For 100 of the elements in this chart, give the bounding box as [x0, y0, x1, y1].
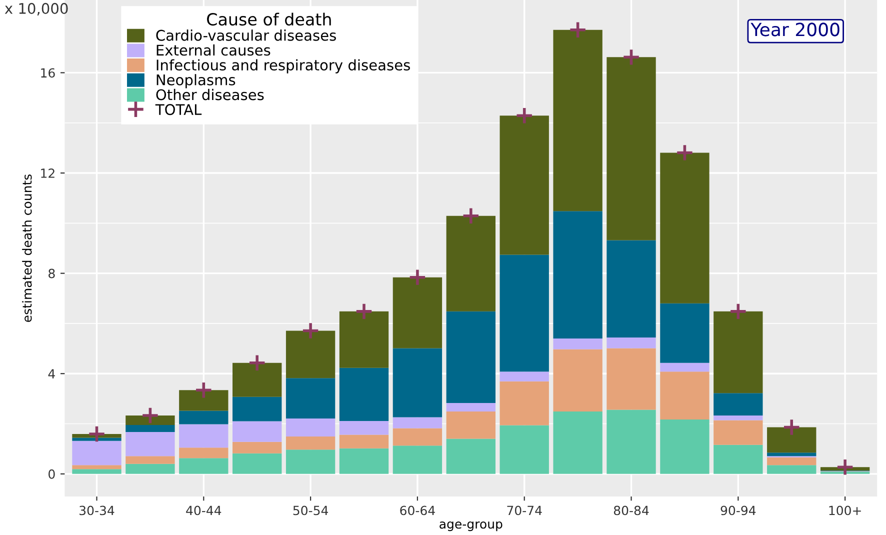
bar — [660, 420, 710, 474]
bar — [179, 448, 228, 458]
x-axis-title: age-group — [440, 521, 502, 532]
bar — [339, 311, 389, 368]
bar — [126, 456, 175, 464]
point — [88, 425, 106, 444]
annotation: Year 2000 — [750, 22, 840, 36]
bar — [339, 421, 389, 435]
bar — [606, 338, 656, 348]
y-tick-label: 0 — [48, 469, 55, 479]
bar — [72, 438, 122, 441]
bar — [714, 393, 763, 416]
bar — [767, 427, 816, 453]
bar — [606, 240, 656, 338]
point — [408, 268, 426, 286]
bar — [126, 464, 175, 474]
bar — [714, 420, 763, 445]
bar — [232, 453, 282, 474]
bar — [500, 254, 549, 372]
bar — [72, 440, 122, 466]
point — [782, 418, 801, 436]
bar — [339, 368, 389, 422]
legend-label: TOTAL — [155, 104, 202, 116]
bar — [446, 411, 496, 439]
bar — [446, 438, 496, 474]
bar — [179, 424, 228, 448]
bar — [232, 396, 282, 422]
bar — [660, 372, 710, 420]
legend-label: Cardio-vascular diseases — [156, 30, 336, 41]
bar — [126, 432, 175, 456]
bar — [553, 338, 602, 350]
point — [676, 144, 694, 162]
x-tick-label: 60-64 — [400, 506, 435, 516]
point — [462, 206, 480, 225]
x-tick-label: 30-34 — [80, 506, 114, 516]
y-tick-label: 12 — [41, 168, 54, 178]
bar — [660, 362, 710, 372]
bar — [714, 444, 763, 474]
bar — [392, 428, 442, 446]
bar — [339, 434, 389, 448]
bar — [392, 417, 442, 428]
bar — [126, 425, 175, 432]
bar — [660, 152, 710, 304]
bar — [339, 448, 389, 474]
bar — [714, 415, 763, 420]
legend-label: Infectious and respiratory diseases — [156, 59, 410, 74]
bar — [392, 446, 442, 474]
point — [515, 106, 534, 125]
bar — [232, 442, 282, 454]
bar — [606, 410, 656, 474]
bar — [553, 211, 602, 339]
bar — [767, 452, 816, 456]
point — [568, 20, 587, 39]
x-tick-label: 90-94 — [720, 506, 756, 516]
x-tick-label: 50-54 — [293, 506, 328, 516]
bar — [553, 349, 602, 412]
bar — [286, 378, 336, 418]
bar — [392, 277, 442, 348]
bar — [286, 418, 336, 437]
bar — [553, 30, 602, 212]
x-tick-label: 70-74 — [507, 506, 542, 516]
point — [355, 302, 374, 320]
x-tick-label: 80-84 — [614, 506, 649, 516]
legend-label: Neoplasms — [156, 74, 236, 88]
bar — [500, 425, 549, 474]
x-tick-label: 100+ — [829, 506, 861, 516]
bar — [660, 303, 710, 363]
bar — [606, 57, 656, 240]
bar — [392, 348, 442, 418]
point — [141, 406, 160, 424]
bar — [446, 402, 496, 412]
annotation: x 10,000 — [4, 2, 68, 16]
point — [248, 354, 266, 372]
bar — [179, 410, 228, 424]
bar — [232, 362, 282, 397]
point — [302, 322, 320, 340]
bar — [553, 411, 602, 474]
bar — [72, 465, 122, 470]
bar — [232, 421, 282, 442]
legend-label: External causes — [156, 44, 270, 56]
bar — [286, 450, 336, 474]
bar — [286, 330, 336, 378]
bar — [606, 348, 656, 410]
bar — [286, 436, 336, 450]
bar — [714, 311, 763, 394]
bar — [500, 372, 549, 382]
bar — [179, 390, 228, 411]
bar — [446, 311, 496, 403]
bar — [72, 469, 122, 474]
legend-title: Cause of death — [207, 12, 331, 26]
bar — [179, 458, 228, 474]
bar — [767, 465, 816, 474]
point — [836, 458, 854, 476]
y-tick-label: 8 — [48, 268, 55, 278]
bar — [767, 457, 816, 466]
point — [729, 302, 748, 320]
bar — [126, 415, 175, 426]
y-tick-label: 16 — [41, 68, 55, 78]
y-tick-label: 4 — [48, 369, 55, 378]
bar — [500, 381, 549, 426]
